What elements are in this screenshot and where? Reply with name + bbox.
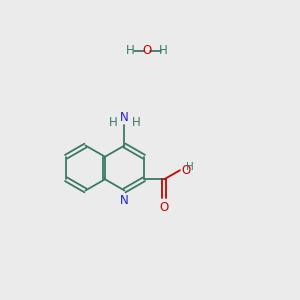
Text: H: H <box>131 116 140 129</box>
Text: H: H <box>159 44 168 58</box>
Text: O: O <box>160 201 169 214</box>
Text: N: N <box>120 111 129 124</box>
Text: H: H <box>126 44 135 58</box>
Text: H: H <box>109 116 118 129</box>
Text: O: O <box>142 44 152 58</box>
Text: N: N <box>120 194 129 207</box>
Text: O: O <box>182 164 191 177</box>
Text: H: H <box>186 162 194 172</box>
